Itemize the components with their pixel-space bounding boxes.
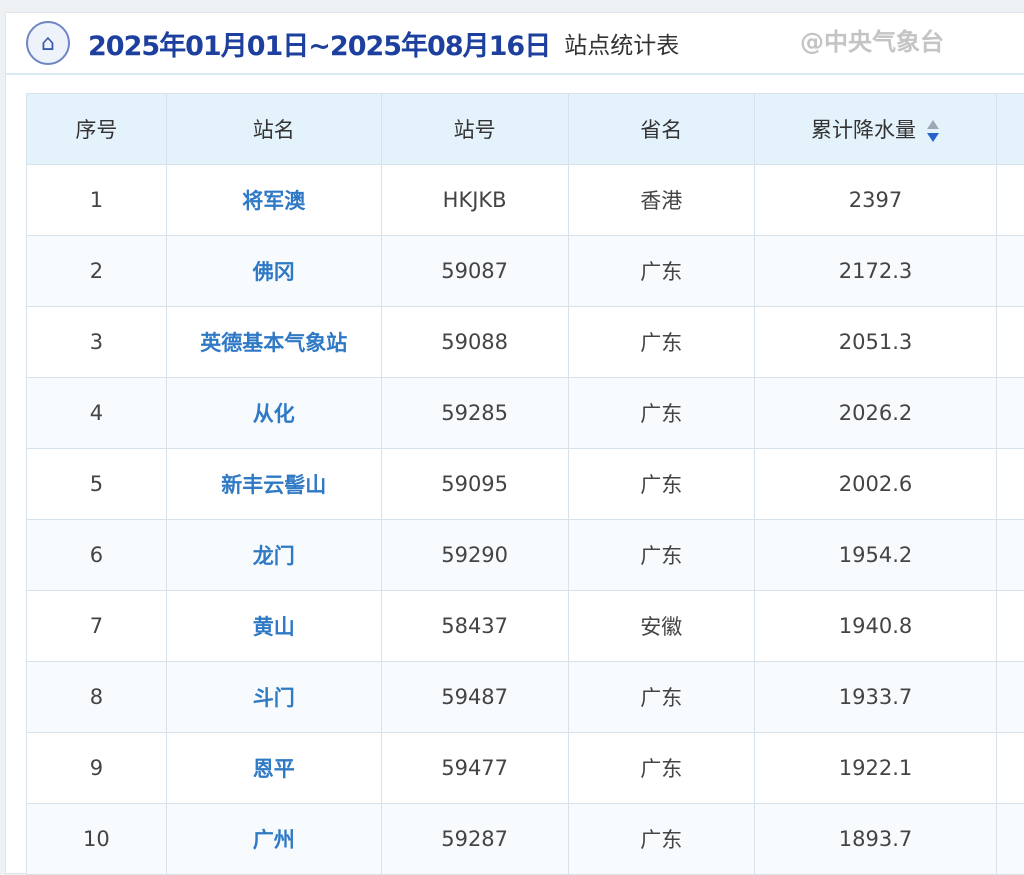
precipitation-value: 2051.3 — [754, 307, 996, 378]
province: 广东 — [568, 378, 754, 449]
station-id: 59287 — [381, 804, 568, 875]
station-name-link[interactable]: 恩平 — [166, 733, 381, 804]
province: 广东 — [568, 449, 754, 520]
station-id: 59487 — [381, 662, 568, 733]
row-index: 2 — [27, 236, 167, 307]
row-index: 6 — [27, 520, 167, 591]
table-header-row: 序号 站名 站号 省名 累计降水量 — [27, 94, 1024, 165]
col-station-name: 站名 — [166, 94, 381, 165]
extra-cell — [997, 591, 1024, 662]
sort-icon[interactable] — [926, 119, 940, 143]
col-index: 序号 — [27, 94, 167, 165]
station-id: 58437 — [381, 591, 568, 662]
station-name-link[interactable]: 从化 — [166, 378, 381, 449]
station-name-link[interactable]: 英德基本气象站 — [166, 307, 381, 378]
row-index: 10 — [27, 804, 167, 875]
province: 广东 — [568, 662, 754, 733]
stats-panel: ⌂ 2025年01月01日~2025年08月16日 站点统计表 序号 站名 站号… — [5, 12, 1024, 874]
station-name-link[interactable]: 佛冈 — [166, 236, 381, 307]
col-precipitation[interactable]: 累计降水量 — [754, 94, 996, 165]
extra-cell — [997, 378, 1024, 449]
precipitation-value: 2002.6 — [754, 449, 996, 520]
col-station-id: 站号 — [381, 94, 568, 165]
station-id: 59087 — [381, 236, 568, 307]
watermark: @中央气象台 — [800, 22, 944, 57]
date-range-title: 2025年01月01日~2025年08月16日 — [88, 24, 550, 63]
home-shield-icon: ⌂ — [26, 21, 70, 65]
panel-subtitle: 站点统计表 — [564, 26, 679, 60]
extra-cell — [997, 307, 1024, 378]
row-index: 4 — [27, 378, 167, 449]
province: 安徽 — [568, 591, 754, 662]
station-id: 59095 — [381, 449, 568, 520]
station-id: 59088 — [381, 307, 568, 378]
precipitation-value: 1940.8 — [754, 591, 996, 662]
province: 广东 — [568, 236, 754, 307]
station-id: HKJKB — [381, 165, 568, 236]
row-index: 9 — [27, 733, 167, 804]
row-index: 3 — [27, 307, 167, 378]
extra-cell — [997, 165, 1024, 236]
row-index: 7 — [27, 591, 167, 662]
province: 广东 — [568, 804, 754, 875]
precipitation-value: 1954.2 — [754, 520, 996, 591]
station-name-link[interactable]: 将军澳 — [166, 165, 381, 236]
station-name-link[interactable]: 广州 — [166, 804, 381, 875]
col-precipitation-label: 累计降水量 — [811, 118, 916, 142]
province: 广东 — [568, 733, 754, 804]
station-name-link[interactable]: 黄山 — [166, 591, 381, 662]
station-id: 59477 — [381, 733, 568, 804]
precipitation-value: 1933.7 — [754, 662, 996, 733]
precipitation-value: 1922.1 — [754, 733, 996, 804]
precipitation-value: 2172.3 — [754, 236, 996, 307]
col-province: 省名 — [568, 94, 754, 165]
col-extra — [997, 94, 1024, 165]
province: 广东 — [568, 520, 754, 591]
extra-cell — [997, 449, 1024, 520]
station-id: 59290 — [381, 520, 568, 591]
precipitation-value: 2397 — [754, 165, 996, 236]
extra-cell — [997, 804, 1024, 875]
extra-cell — [997, 662, 1024, 733]
precipitation-value: 2026.2 — [754, 378, 996, 449]
station-id: 59285 — [381, 378, 568, 449]
station-name-link[interactable]: 斗门 — [166, 662, 381, 733]
precipitation-value: 1893.7 — [754, 804, 996, 875]
row-index: 1 — [27, 165, 167, 236]
row-index: 8 — [27, 662, 167, 733]
station-name-link[interactable]: 龙门 — [166, 520, 381, 591]
row-index: 5 — [27, 449, 167, 520]
province: 广东 — [568, 307, 754, 378]
station-name-link[interactable]: 新丰云髻山 — [166, 449, 381, 520]
extra-cell — [997, 520, 1024, 591]
extra-cell — [997, 733, 1024, 804]
extra-cell — [997, 236, 1024, 307]
province: 香港 — [568, 165, 754, 236]
